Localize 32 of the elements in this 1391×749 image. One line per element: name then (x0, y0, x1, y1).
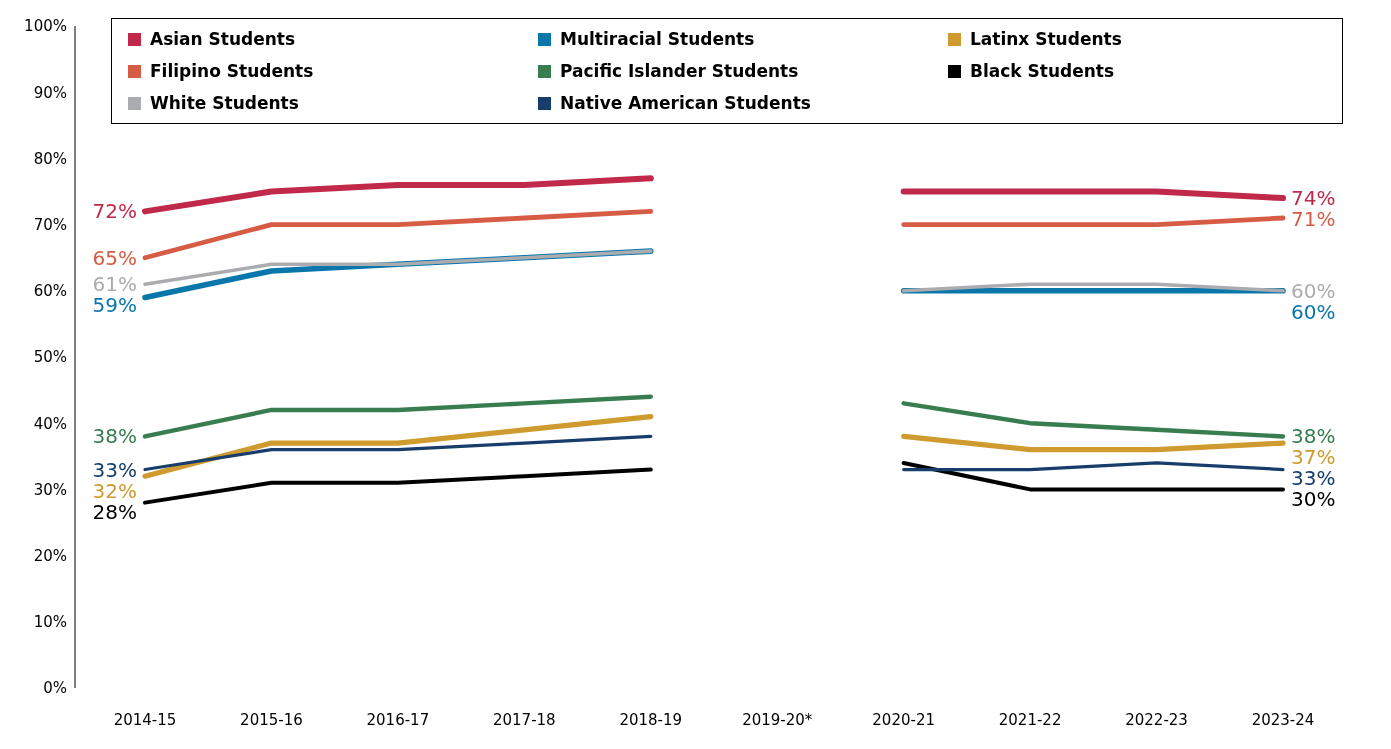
y-tick-label: 60% (33, 282, 67, 301)
legend-label: White Students (150, 93, 299, 113)
x-tick-label: 2021-22 (998, 710, 1062, 729)
legend-label: Filipino Students (150, 61, 314, 81)
y-tick-label: 40% (33, 414, 67, 433)
y-tick-label: 80% (33, 149, 67, 168)
x-tick-label: 2018-19 (619, 710, 683, 729)
legend-label: Multiracial Students (560, 29, 755, 49)
y-tick-label: 10% (33, 613, 67, 632)
x-tick-label: 2014-15 (113, 710, 177, 729)
x-tick-label: 2016-17 (366, 710, 430, 729)
legend-label: Native American Students (560, 93, 811, 113)
y-tick-label: 20% (33, 546, 67, 565)
legend-label: Pacific Islander Students (560, 61, 799, 81)
x-tick-label: 2023-24 (1251, 710, 1315, 729)
legend-label: Asian Students (150, 29, 296, 49)
y-tick-label: 30% (33, 480, 67, 499)
legend-label: Black Students (970, 61, 1115, 81)
y-tick-label: 70% (33, 215, 67, 234)
x-tick-label: 2020-21 (872, 710, 936, 729)
y-tick-label: 50% (33, 348, 67, 367)
x-tick-label: 2022-23 (1125, 710, 1188, 729)
y-tick-label: 90% (33, 83, 67, 102)
data-label: 38% (92, 424, 137, 449)
x-tick-label: 2019-20* (742, 710, 813, 729)
data-label: 72% (92, 199, 137, 224)
x-tick-label: 2017-18 (492, 710, 556, 729)
data-label: 65% (92, 245, 137, 270)
x-tick-label: 2015-16 (240, 710, 303, 729)
y-tick-label: 100% (24, 17, 67, 36)
y-tick-label: 0% (43, 679, 67, 698)
legend-label: Latinx Students (970, 29, 1122, 49)
